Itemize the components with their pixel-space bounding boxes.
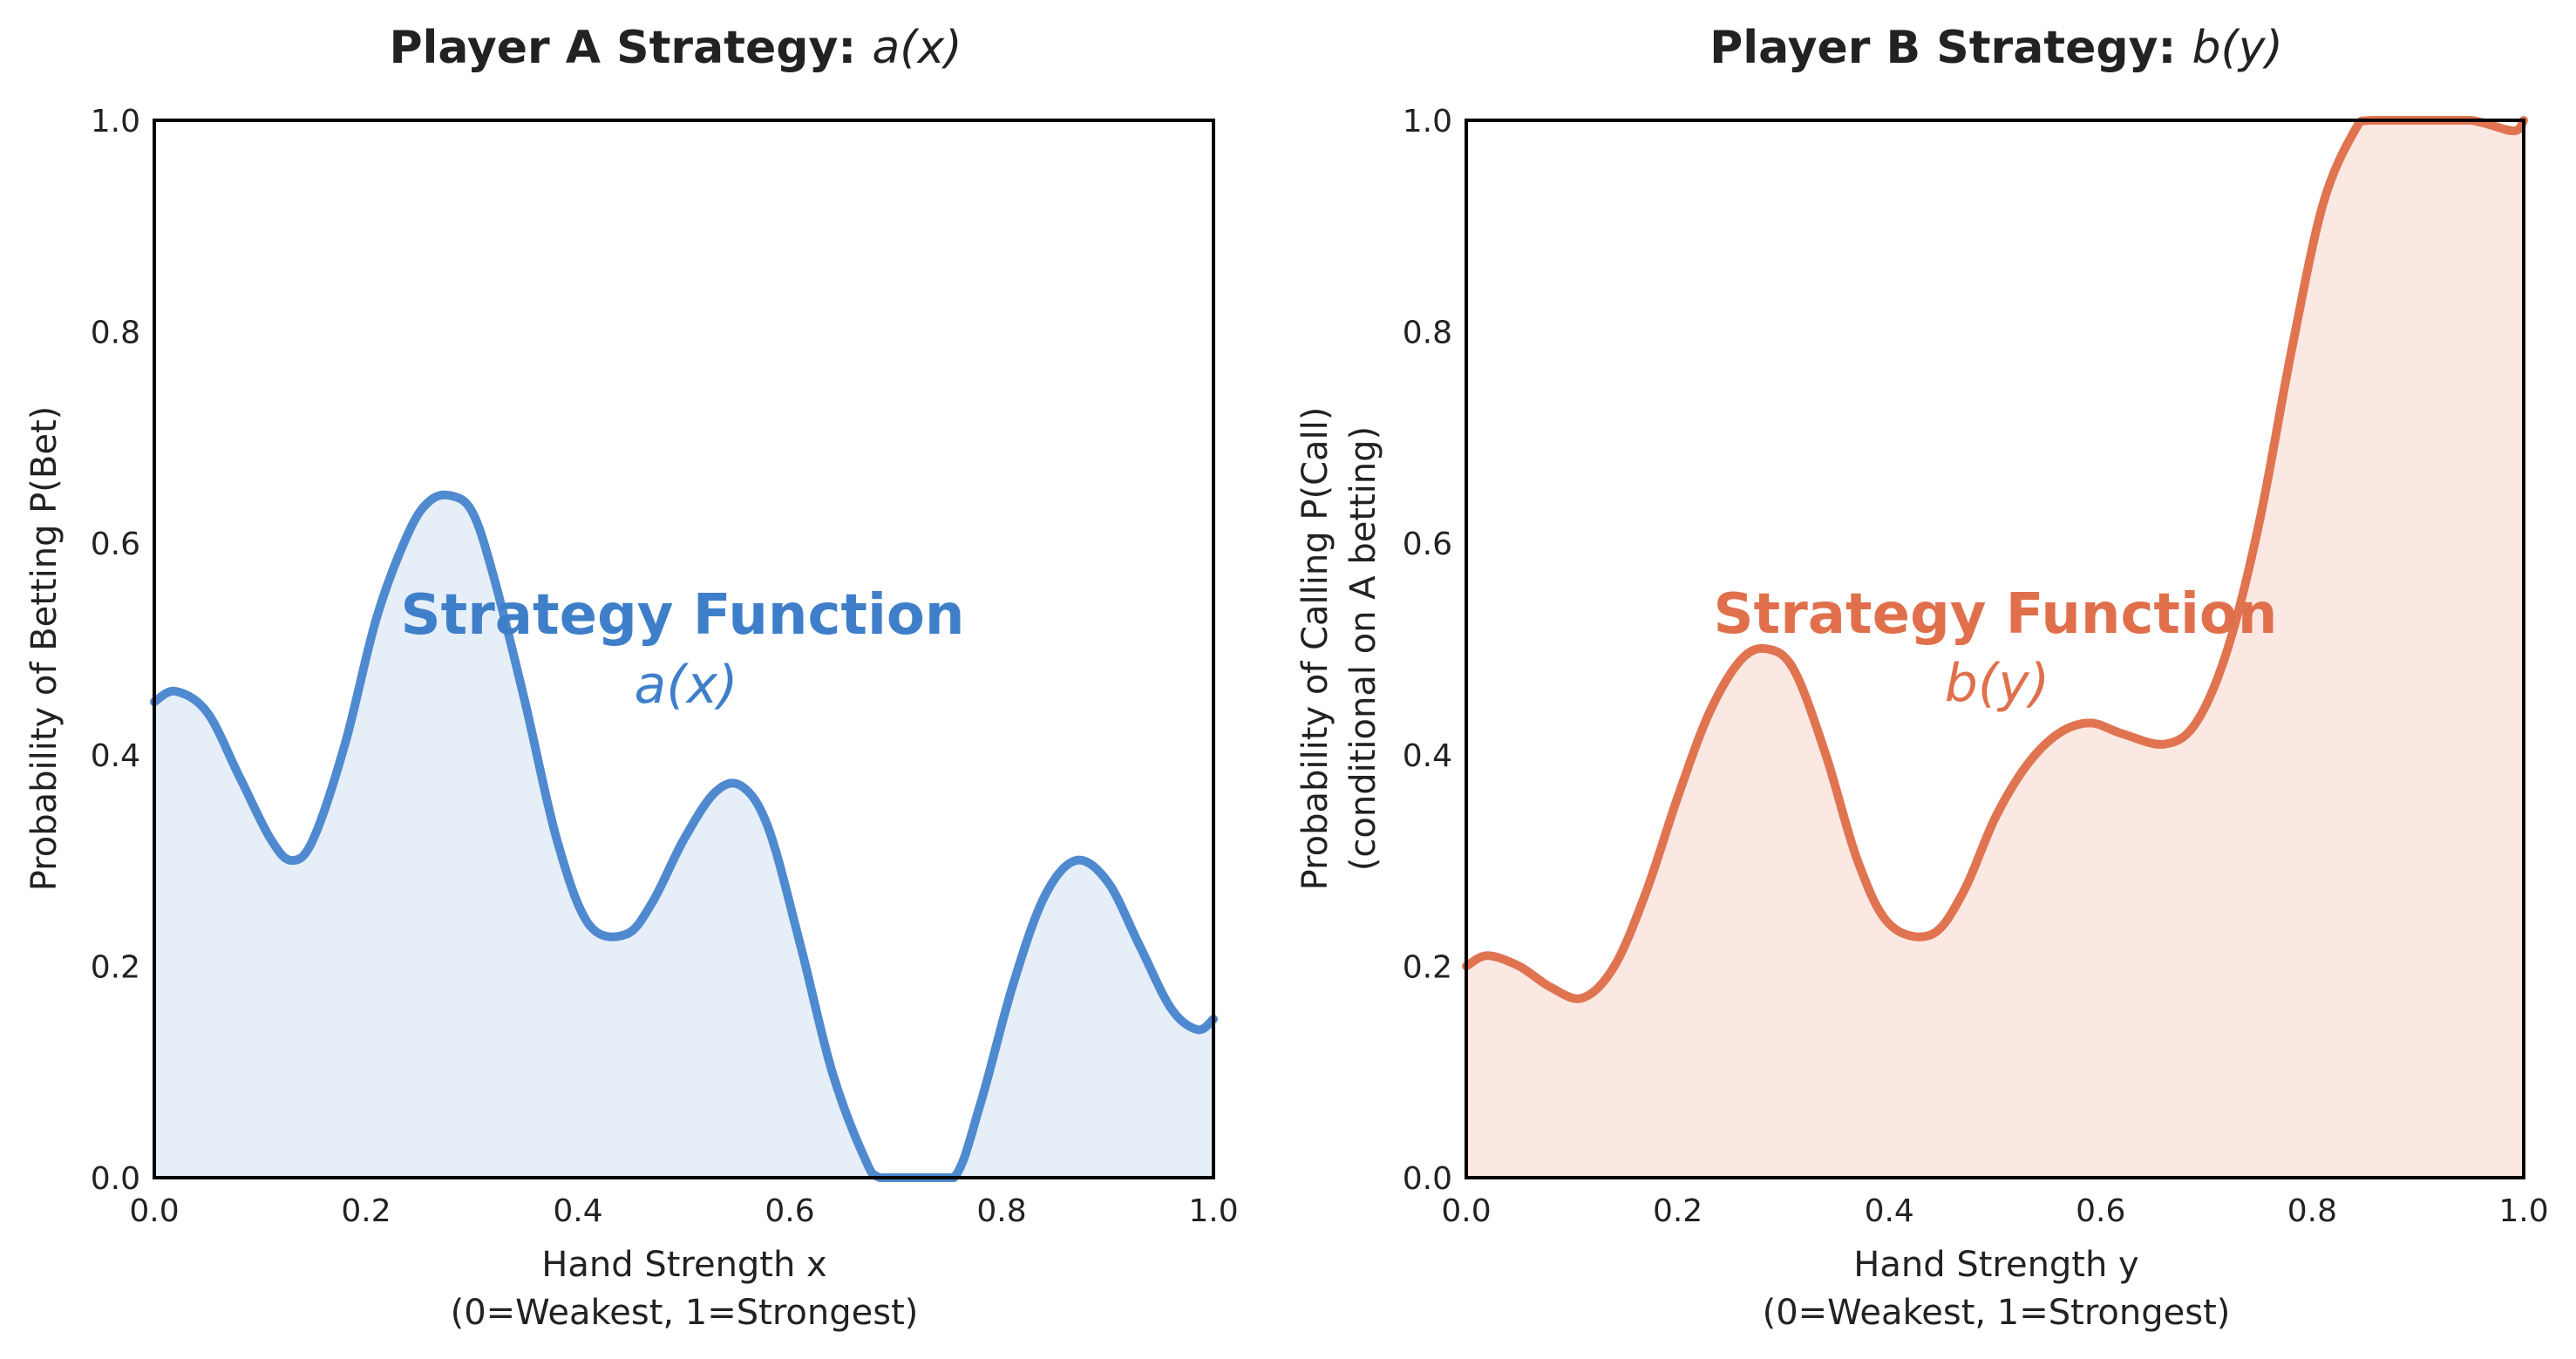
annotation-formula: b(y) <box>1945 653 2049 714</box>
x-tick-label: 0.6 <box>2076 1193 2125 1229</box>
x-tick-label: 0.8 <box>2287 1193 2337 1229</box>
x-tick-label: 0.6 <box>765 1193 814 1229</box>
x-axis-label: Hand Strength y <box>1853 1245 2138 1285</box>
x-axis-label-sub: (0=Weakest, 1=Strongest) <box>1763 1293 2231 1333</box>
chart-title: Player A Strategy: a(x) <box>389 22 962 74</box>
y-tick-label: 0.8 <box>1403 316 1452 351</box>
annotation-title: Strategy Function <box>401 583 965 648</box>
panel-player-a: Player A Strategy: a(x) 0.0 0.2 0.4 0.6 0.8 1… <box>24 22 1239 1333</box>
panel-player-b: Player B Strategy: b(y) 0.0 0.2 0.4 0.6 0.8 1… <box>1295 22 2549 1333</box>
annotation-title: Strategy Function <box>1714 582 2278 647</box>
y-tick-label: 0.2 <box>91 949 140 985</box>
y-tick-label: 0.0 <box>1403 1161 1452 1197</box>
chart-title: Player B Strategy: b(y) <box>1709 22 2283 74</box>
y-tick-label: 0.2 <box>1403 949 1452 985</box>
y-axis-label: Probability of Calling P(Call) <box>1295 407 1336 891</box>
x-axis-label-sub: (0=Weakest, 1=Strongest) <box>451 1293 919 1333</box>
plot-frame <box>1465 119 2525 1179</box>
x-tick-label: 1.0 <box>2498 1193 2548 1229</box>
x-tick-label: 0.4 <box>553 1193 602 1229</box>
y-tick-label: 0.4 <box>91 738 140 774</box>
series-line <box>150 490 1218 1182</box>
y-tick-label: 1.0 <box>91 104 140 139</box>
y-tick-label: 0.4 <box>1403 738 1452 774</box>
annotation-formula: a(x) <box>634 655 737 716</box>
x-tick-label: 0.0 <box>1441 1193 1491 1229</box>
y-tick-label: 1.0 <box>1403 104 1452 139</box>
area-fill <box>1466 120 2524 1178</box>
x-tick-label: 0.2 <box>341 1193 391 1229</box>
x-axis-ticks: 0.0 0.2 0.4 0.6 0.8 1.0 <box>1441 1193 2548 1229</box>
x-axis-ticks: 0.0 0.2 0.4 0.6 0.8 1.0 <box>129 1193 1238 1229</box>
y-tick-label: 0.6 <box>1403 527 1452 562</box>
y-axis-label: Probability of Betting P(Bet) <box>24 406 65 891</box>
y-tick-label: 0.8 <box>91 316 140 351</box>
x-tick-label: 0.4 <box>1865 1193 1914 1229</box>
plot-frame <box>153 119 1215 1179</box>
y-axis-ticks: 0.0 0.2 0.4 0.6 0.8 1.0 <box>1403 104 1452 1197</box>
x-tick-label: 0.8 <box>976 1193 1026 1229</box>
x-tick-label: 0.0 <box>129 1193 179 1229</box>
x-tick-label: 0.2 <box>1653 1193 1703 1229</box>
y-axis-ticks: 0.0 0.2 0.4 0.6 0.8 1.0 <box>91 104 140 1197</box>
y-tick-label: 0.0 <box>91 1161 140 1197</box>
area-fill <box>154 494 1213 1178</box>
x-tick-label: 1.0 <box>1188 1193 1238 1229</box>
y-axis-label-sub: (conditional on A betting) <box>1343 426 1383 871</box>
series-line <box>1462 116 2528 1003</box>
x-axis-label: Hand Strength x <box>541 1245 826 1285</box>
y-tick-label: 0.6 <box>91 527 140 562</box>
